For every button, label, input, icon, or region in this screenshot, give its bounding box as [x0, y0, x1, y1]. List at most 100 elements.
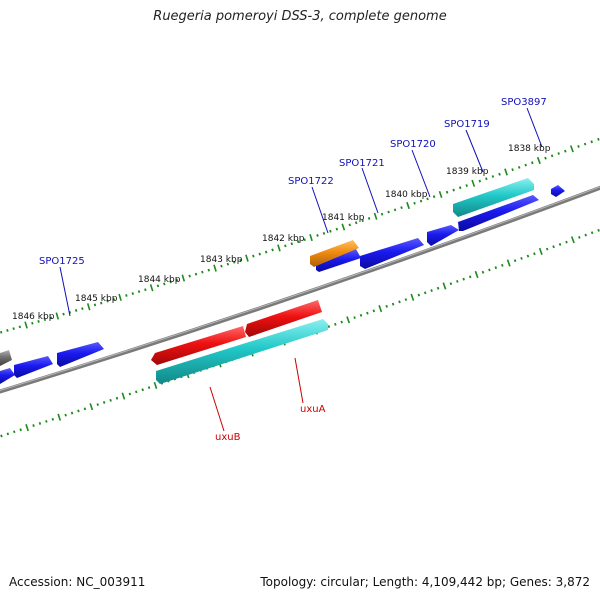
gene-arrow-orange[interactable]	[310, 240, 359, 267]
upper-minor-tick	[156, 284, 160, 288]
upper-minor-tick	[201, 270, 204, 274]
lower-minor-tick	[32, 424, 35, 427]
upper-major-tick	[55, 312, 60, 320]
upper-minor-tick	[367, 217, 371, 220]
lower-minor-tick	[494, 266, 498, 270]
scale-label-1840: 1840 kbp	[385, 190, 428, 200]
upper-minor-tick	[232, 260, 236, 264]
lower-minor-tick	[584, 233, 587, 237]
lower-minor-tick	[520, 256, 523, 260]
upper-minor-tick	[6, 329, 9, 332]
lower-minor-tick	[115, 396, 119, 400]
gene-arrow-left-1[interactable]	[14, 356, 53, 378]
gene-arrow-spo3897[interactable]	[551, 185, 565, 197]
scale-label-1844: 1844 kbp	[138, 275, 181, 285]
upper-minor-tick	[264, 250, 268, 254]
upper-minor-tick	[348, 223, 351, 227]
gene-arrow-uxuB[interactable]	[151, 326, 246, 365]
upper-minor-tick	[258, 252, 261, 256]
gene-label-spo3897[interactable]: SPO3897	[501, 97, 547, 108]
upper-minor-tick	[0, 330, 3, 334]
genome-summary-text: Topology: circular; Length: 4,109,442 bp…	[260, 575, 590, 589]
lower-minor-tick	[102, 401, 106, 404]
upper-minor-tick	[517, 165, 521, 169]
scale-label-1845: 1845 kbp	[75, 294, 118, 304]
upper-major-tick	[504, 168, 508, 176]
upper-minor-tick	[43, 318, 47, 322]
map-title: Ruegeria pomeroyi DSS-3, complete genome	[153, 9, 447, 24]
gene-label-uxuA[interactable]: uxuA	[300, 404, 326, 415]
upper-minor-tick	[583, 142, 587, 146]
lower-minor-tick	[135, 390, 138, 394]
upper-minor-tick	[296, 240, 300, 244]
lower-minor-tick	[109, 398, 112, 402]
lower-minor-tick	[19, 428, 22, 432]
upper-major-tick	[86, 303, 91, 311]
upper-major-tick	[245, 254, 249, 262]
upper-major-tick	[309, 233, 313, 242]
gene-arrow-left-gray[interactable]	[0, 350, 12, 366]
accession-text: Accession: NC_003911	[9, 575, 146, 589]
gene-arrow-spo1719[interactable]	[458, 195, 539, 231]
gene-arrow-spo1721[interactable]	[360, 238, 424, 269]
gene-label-uxuB[interactable]: uxuB	[215, 432, 241, 443]
lower-minor-tick	[70, 411, 74, 415]
upper-minor-tick	[329, 229, 332, 233]
upper-minor-tick	[125, 294, 128, 297]
upper-minor-tick	[93, 303, 97, 307]
upper-major-tick	[536, 156, 541, 165]
upper-minor-tick	[137, 290, 141, 294]
upper-minor-tick	[31, 321, 34, 325]
upper-major-tick	[438, 190, 443, 199]
gene-arrow-left-2[interactable]	[0, 368, 15, 384]
lower-minor-tick	[359, 313, 363, 317]
lower-minor-tick	[45, 420, 48, 423]
upper-minor-tick	[100, 301, 103, 305]
upper-minor-tick	[188, 274, 191, 278]
upper-minor-tick	[37, 320, 40, 323]
gene-label-spo1720[interactable]: SPO1720	[390, 139, 436, 150]
lower-minor-tick	[481, 270, 485, 274]
reverse-strand-genes	[151, 300, 328, 384]
scale-label-1841: 1841 kbp	[322, 213, 365, 223]
lower-minor-tick	[64, 413, 67, 417]
gene-arrow-spo1719-cyan[interactable]	[453, 178, 534, 217]
scale-labels: 1838 kbp 1839 kbp 1840 kbp 1841 kbp 1842…	[12, 144, 551, 322]
upper-minor-tick	[452, 188, 455, 192]
upper-major-tick	[118, 293, 122, 301]
gene-arrow-spo1720[interactable]	[427, 225, 459, 246]
upper-minor-tick	[226, 262, 230, 266]
gene-arrow-uxuA-cyan[interactable]	[156, 319, 328, 384]
upper-minor-tick	[419, 199, 423, 203]
lower-minor-tick	[430, 289, 433, 292]
gene-arrow-uxuA[interactable]	[245, 300, 322, 337]
gene-label-spo1719[interactable]: SPO1719	[444, 119, 490, 130]
upper-minor-tick	[106, 299, 109, 303]
lower-minor-tick	[96, 403, 99, 406]
lower-minor-tick	[327, 325, 331, 328]
gene-arrow-spo1725[interactable]	[57, 342, 104, 367]
gene-label-spo1722[interactable]: SPO1722	[288, 176, 334, 187]
gene-label-spo1725[interactable]: SPO1725	[39, 256, 85, 267]
lower-minor-tick	[597, 228, 600, 232]
upper-major-tick	[341, 223, 346, 231]
lower-minor-tick	[501, 263, 504, 267]
upper-minor-tick	[335, 227, 339, 231]
upper-minor-tick	[322, 231, 326, 235]
upper-major-tick	[406, 201, 410, 210]
upper-minor-tick	[590, 140, 593, 144]
upper-minor-tick	[597, 137, 600, 141]
lower-minor-tick	[449, 282, 453, 286]
upper-minor-tick	[163, 282, 166, 286]
upper-major-tick	[277, 244, 281, 252]
lower-minor-tick	[13, 430, 16, 434]
upper-minor-tick	[220, 264, 223, 268]
upper-minor-tick	[290, 242, 294, 246]
gene-label-spo1721[interactable]: SPO1721	[339, 158, 385, 169]
lower-minor-tick	[340, 320, 343, 324]
gene-arrow-spo1722[interactable]	[316, 249, 361, 272]
lower-minor-tick	[417, 293, 421, 297]
upper-minor-tick	[478, 179, 482, 183]
upper-minor-tick	[74, 309, 78, 312]
upper-minor-tick	[169, 280, 172, 284]
